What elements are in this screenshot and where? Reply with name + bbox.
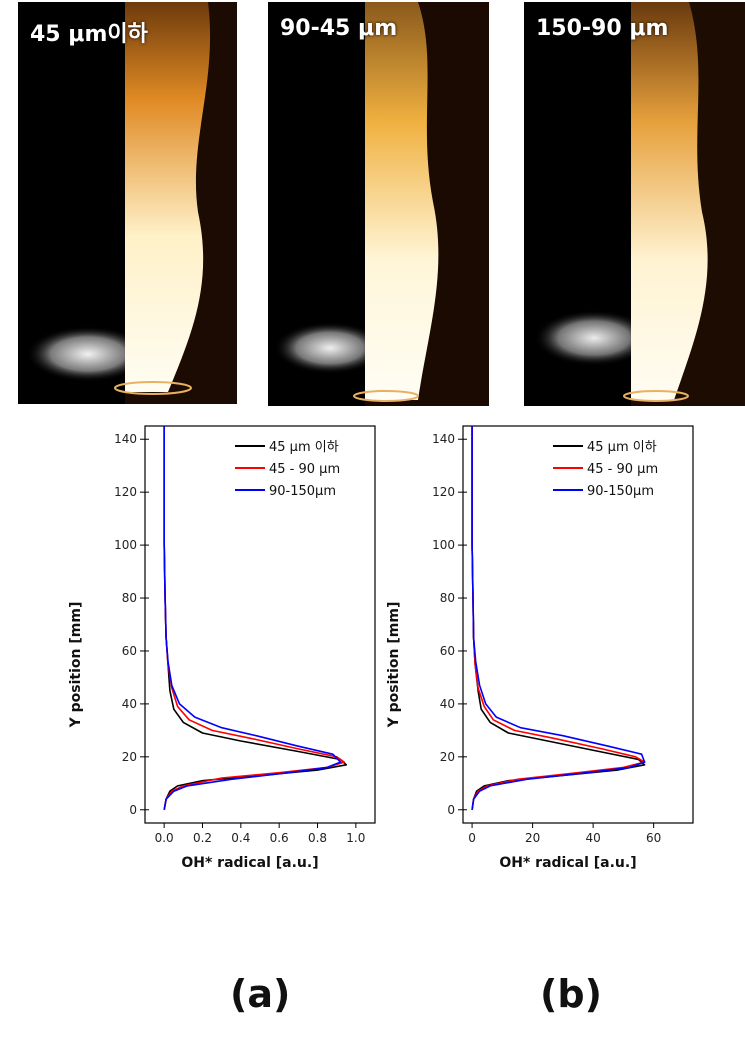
y-tick-label: 80 [122,591,137,605]
x-tick-label: 0 [468,831,476,845]
y-tick-label: 20 [122,750,137,764]
x-tick-label: 40 [585,831,600,845]
y-tick-label: 120 [114,485,137,499]
y-tick-label: 120 [432,485,455,499]
legend-label: 90-150μm [269,484,336,499]
y-tick-label: 100 [432,538,455,552]
x-tick-label: 0.6 [270,831,289,845]
y-tick-label: 60 [440,644,455,658]
legend-label: 45 - 90 μm [269,462,340,477]
y-tick-label: 0 [129,803,137,817]
y-axis-title: Y position [mm] [68,602,84,729]
x-axis-title: OH* radical [a.u.] [181,855,318,871]
photo-label: 90-45 μm [280,16,398,41]
x-tick-label: 1.0 [346,831,365,845]
flame-photo-2: 90-45 μm [268,2,489,406]
x-tick-label: 0.4 [231,831,250,845]
flame-photo-3: 150-90 μm [524,2,745,406]
series-line-3 [163,426,342,810]
flame-image [268,2,489,406]
flame-image [18,2,237,404]
x-tick-label: 0.2 [193,831,212,845]
photo-label: 45 μm이하 [30,22,148,47]
legend-label: 90-150μm [587,484,654,499]
x-tick-label: 0.8 [308,831,327,845]
legend-label: 45 μm 이하 [587,440,657,455]
series-line-3 [471,426,646,810]
plot-frame [462,425,694,824]
photo-label: 150-90 μm [536,16,669,41]
y-tick-label: 100 [114,538,137,552]
y-tick-label: 40 [122,697,137,711]
chart-b: 0 20 40 60 80 100 120 140 0 20 40 60 OH* radical [a.… [378,420,708,871]
chart-a-svg: 0 20 40 60 80 100 120 140 0.0 0.2 0.4 0.6 0.8 1.0 OH* … [68,425,376,871]
x-axis-title: OH* radical [a.u.] [499,855,636,871]
y-tick-label: 20 [440,750,455,764]
y-axis-title: Y position [mm] [386,602,402,729]
legend-label: 45 - 90 μm [587,462,658,477]
y-tick-label: 60 [122,644,137,658]
chart-a: 0 20 40 60 80 100 120 140 0.0 0.2 0.4 0.6 0.8 1.0 OH* … [60,420,390,871]
plot-frame [144,425,376,824]
y-tick-label: 40 [440,697,455,711]
panel-label-a: (a) [230,972,291,1016]
legend-label: 45 μm 이하 [269,440,339,455]
panel-label-b: (b) [540,972,602,1016]
flame-photo-1: 45 μm이하 [18,2,237,404]
flame-image [524,2,745,406]
x-tick-label: 0.0 [155,831,174,845]
x-tick-label: 60 [646,831,661,845]
chart-b-svg: 0 20 40 60 80 100 120 140 0 20 40 60 OH* radical [a.… [386,425,694,871]
x-tick-label: 20 [525,831,540,845]
y-tick-label: 80 [440,591,455,605]
y-tick-label: 140 [114,432,137,446]
y-tick-label: 0 [447,803,455,817]
y-tick-label: 140 [432,432,455,446]
